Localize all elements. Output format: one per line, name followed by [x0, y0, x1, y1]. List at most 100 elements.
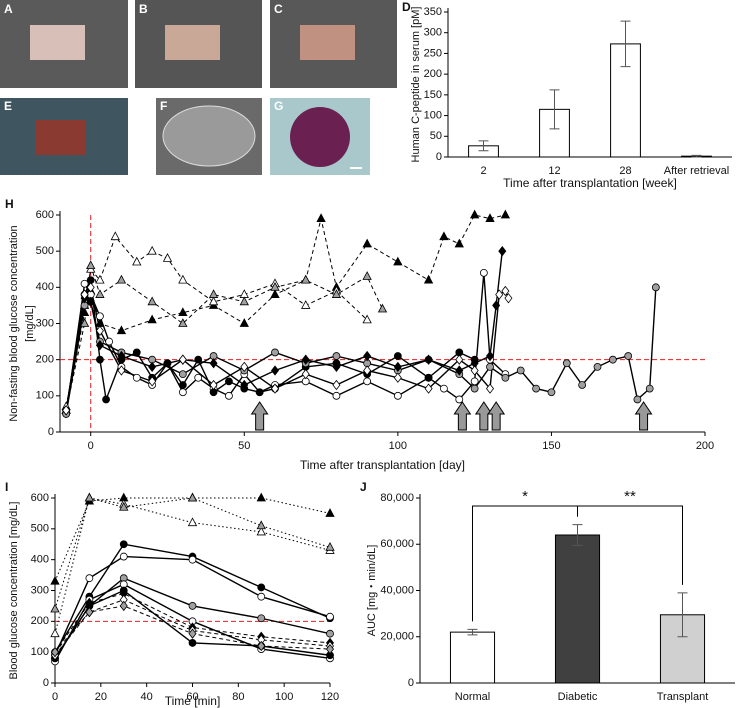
marker: [424, 373, 433, 382]
series-line: [54, 543, 331, 653]
series-line: [54, 583, 331, 662]
marker: [188, 639, 197, 647]
marker: [79, 307, 90, 317]
x-tick-label: 2: [480, 165, 486, 177]
panel-label: C: [274, 2, 283, 16]
y-tick-label: 600: [36, 209, 54, 221]
marker: [440, 384, 448, 393]
y-tick-label: 0: [48, 426, 54, 438]
y-tick-label: 200: [424, 68, 442, 80]
marker: [119, 552, 128, 561]
y-tick-label: 600: [31, 492, 49, 504]
marker: [363, 350, 372, 362]
marker: [270, 365, 280, 376]
marker: [178, 354, 187, 365]
y-tick-label: 100: [36, 390, 54, 402]
x-tick-label: After retrieval: [664, 165, 729, 177]
marker: [532, 384, 540, 393]
bar: [554, 534, 601, 684]
marker: [455, 354, 464, 365]
marker: [86, 296, 95, 307]
y-axis-label: [mg/dL]: [24, 305, 36, 342]
marker: [485, 350, 495, 362]
y-tick-label: 60,000: [380, 538, 414, 550]
marker: [270, 383, 280, 394]
arrow: [634, 401, 653, 431]
arrow: [250, 401, 269, 431]
marker: [178, 318, 188, 327]
marker: [117, 350, 126, 362]
marker: [209, 358, 218, 369]
x-axis-label: Time after transplantation [week]: [503, 176, 677, 190]
x-tick-label: 100: [275, 691, 293, 703]
series-line: [54, 497, 331, 610]
marker: [271, 348, 279, 357]
marker: [270, 289, 280, 298]
y-tick-label: 0: [408, 677, 414, 689]
marker: [332, 391, 341, 400]
x-tick-label: 20: [95, 691, 107, 703]
marker: [362, 238, 372, 248]
panel-label: I: [5, 480, 8, 494]
y-tick-label: 80,000: [380, 492, 414, 504]
y-axis-label: Blood glucose concentration [mg/dL]: [8, 502, 20, 680]
marker: [116, 325, 127, 335]
y-tick-label: 400: [36, 281, 54, 293]
error-bar: [677, 592, 688, 638]
marker: [194, 355, 203, 364]
marker: [455, 365, 464, 376]
marker: [102, 395, 110, 404]
marker: [95, 325, 104, 336]
marker: [301, 274, 311, 284]
marker: [363, 377, 372, 386]
marker: [325, 643, 335, 655]
marker: [147, 296, 157, 306]
marker: [188, 628, 197, 639]
marker: [424, 383, 433, 394]
marker: [178, 370, 187, 379]
x-tick-label: 12: [548, 165, 560, 177]
marker: [326, 629, 334, 638]
marker: [116, 274, 127, 284]
y-tick-label: 100: [424, 109, 442, 121]
arrow: [474, 401, 493, 431]
marker: [470, 365, 479, 376]
significance-label: **: [624, 488, 636, 505]
x-tick-label: 50: [238, 440, 250, 452]
error-bar: [691, 154, 702, 158]
marker: [332, 379, 341, 391]
marker: [562, 359, 571, 368]
marker: [257, 614, 266, 623]
marker: [301, 368, 310, 380]
panel-label: G: [274, 99, 283, 113]
marker: [50, 628, 60, 638]
y-axis-label: Human C-peptide in serum [pM]: [410, 7, 422, 163]
marker: [79, 318, 90, 327]
marker: [50, 603, 60, 613]
y-tick-label: 500: [36, 245, 54, 257]
marker: [50, 575, 60, 585]
marker: [86, 260, 96, 270]
marker: [239, 318, 249, 327]
marker: [439, 231, 449, 241]
marker: [501, 285, 510, 297]
y-tick-label: 250: [424, 47, 442, 59]
marker: [504, 293, 513, 304]
y-tick-label: 200: [31, 615, 49, 627]
marker: [393, 372, 402, 383]
marker: [95, 340, 104, 351]
marker: [363, 365, 372, 376]
series-line: [54, 605, 331, 653]
series-line: [65, 251, 503, 411]
significance-label: *: [522, 488, 528, 505]
marker: [105, 337, 114, 346]
y-tick-label: 300: [424, 27, 442, 39]
series-line: [54, 593, 331, 653]
marker: [96, 355, 104, 364]
error-bar: [467, 628, 478, 636]
y-tick-label: 500: [31, 523, 49, 535]
marker: [270, 281, 280, 291]
marker: [95, 274, 105, 284]
marker: [178, 381, 187, 389]
marker: [187, 492, 198, 502]
